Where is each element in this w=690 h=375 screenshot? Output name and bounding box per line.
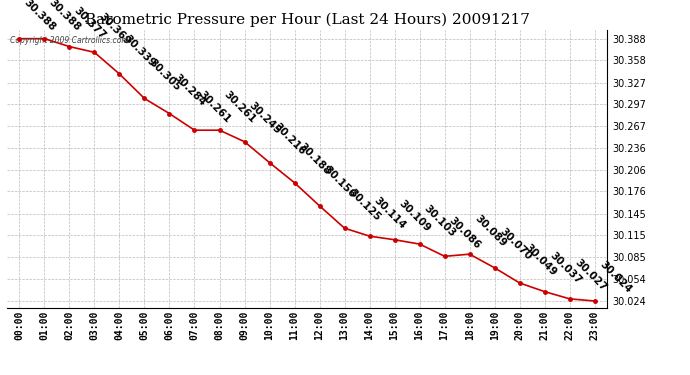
Text: 30.369: 30.369 xyxy=(97,11,132,47)
Text: 30.261: 30.261 xyxy=(197,89,233,124)
Text: 30.377: 30.377 xyxy=(72,5,108,41)
Text: 30.103: 30.103 xyxy=(422,203,458,238)
Text: 30.037: 30.037 xyxy=(547,251,583,286)
Text: 30.070: 30.070 xyxy=(497,226,533,262)
Text: Copyright 2009 Cartrollics.com: Copyright 2009 Cartrollics.com xyxy=(10,36,128,45)
Text: 30.216: 30.216 xyxy=(273,122,308,157)
Text: 30.284: 30.284 xyxy=(172,72,208,108)
Text: 30.027: 30.027 xyxy=(573,258,608,293)
Text: 30.114: 30.114 xyxy=(373,195,408,231)
Text: 30.086: 30.086 xyxy=(447,215,483,251)
Text: 30.339: 30.339 xyxy=(122,33,158,68)
Text: 30.305: 30.305 xyxy=(147,57,183,93)
Text: 30.388: 30.388 xyxy=(47,0,83,33)
Text: 30.188: 30.188 xyxy=(297,142,333,177)
Text: 30.388: 30.388 xyxy=(22,0,58,33)
Text: 30.261: 30.261 xyxy=(222,89,258,124)
Text: 30.109: 30.109 xyxy=(397,199,433,234)
Text: 30.049: 30.049 xyxy=(522,242,558,278)
Text: 30.089: 30.089 xyxy=(473,213,508,249)
Text: 30.024: 30.024 xyxy=(598,260,633,296)
Title: Barometric Pressure per Hour (Last 24 Hours) 20091217: Barometric Pressure per Hour (Last 24 Ho… xyxy=(85,13,529,27)
Text: 30.245: 30.245 xyxy=(247,100,283,136)
Text: 30.125: 30.125 xyxy=(347,187,383,223)
Text: 30.156: 30.156 xyxy=(322,165,358,200)
